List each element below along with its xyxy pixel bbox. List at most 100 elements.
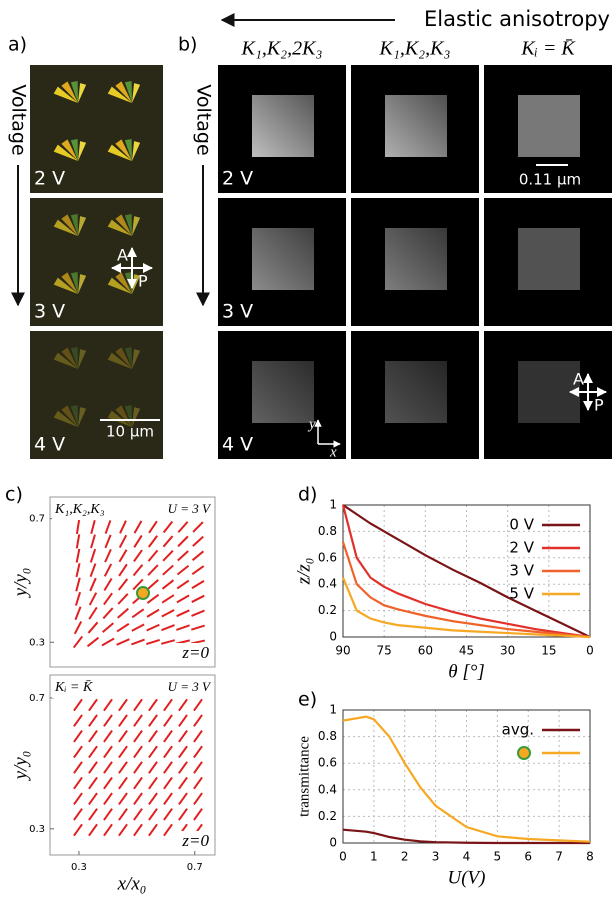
director xyxy=(193,714,203,727)
column-header: K₁,K₂,K₃ xyxy=(379,38,451,60)
texture-fan xyxy=(115,81,132,103)
series-line xyxy=(342,715,591,843)
panel-label: c) xyxy=(5,484,23,506)
director xyxy=(103,592,113,606)
director xyxy=(73,714,83,727)
director xyxy=(131,623,145,632)
director xyxy=(178,714,188,727)
y-tick-label: 0.4 xyxy=(318,577,337,591)
texture-fan xyxy=(107,219,132,236)
y-tick-label: 0.6 xyxy=(318,550,337,564)
texture-fan xyxy=(70,214,78,236)
texture-fan xyxy=(70,405,78,427)
director xyxy=(162,535,174,548)
director xyxy=(88,592,98,606)
director xyxy=(133,520,143,534)
y-tick-label: 0.7 xyxy=(29,693,45,704)
director xyxy=(74,591,82,606)
texture-fan xyxy=(53,352,78,369)
director xyxy=(73,823,83,837)
column-header: Kᵢ = K̄ xyxy=(520,38,576,60)
director xyxy=(162,520,174,534)
director xyxy=(177,550,189,562)
voltage-label: U = 3 V xyxy=(168,679,212,694)
x-axis-label: x/x₀ xyxy=(117,873,147,894)
y-axis-label: transmittance xyxy=(296,736,312,817)
director xyxy=(148,776,158,790)
director xyxy=(118,808,128,821)
x-tick-label: 7 xyxy=(555,850,563,864)
director xyxy=(193,698,203,712)
y-tick-label: 0.6 xyxy=(318,756,337,770)
director xyxy=(190,639,206,645)
plot-frame xyxy=(49,674,216,856)
texture-fan xyxy=(61,347,78,369)
director xyxy=(73,808,83,821)
director xyxy=(118,714,128,727)
x-tick-label: 0.3 xyxy=(71,862,87,873)
texture-fan xyxy=(132,349,141,369)
director xyxy=(147,564,159,576)
voltage-row-label: 2 V xyxy=(34,168,65,190)
director xyxy=(176,564,190,576)
plot-frame xyxy=(49,496,216,668)
director xyxy=(133,698,143,712)
director xyxy=(119,520,127,534)
texture-fan xyxy=(78,407,87,427)
director xyxy=(133,745,143,759)
director xyxy=(148,808,158,821)
legend-label: 2 V xyxy=(509,539,534,557)
director xyxy=(160,639,176,645)
texture-fan xyxy=(78,349,87,369)
director xyxy=(88,745,98,759)
y-tick-label: 0.8 xyxy=(318,524,337,538)
texture-fan xyxy=(107,410,132,427)
y-tick-label: 1 xyxy=(329,703,337,717)
director xyxy=(193,792,203,806)
director xyxy=(89,577,97,592)
director xyxy=(191,624,205,631)
director xyxy=(86,636,100,648)
director xyxy=(118,792,128,806)
voltage-label: Voltage xyxy=(193,84,215,155)
director xyxy=(191,579,205,590)
texture-fan xyxy=(132,141,141,161)
director xyxy=(133,729,143,743)
series-line xyxy=(341,504,591,639)
director xyxy=(103,698,113,712)
director xyxy=(161,579,175,590)
director xyxy=(73,776,83,790)
x-tick-label: 1 xyxy=(370,850,378,864)
x-tick-label: 60 xyxy=(418,644,433,658)
director xyxy=(103,792,113,806)
legend-label: avg. xyxy=(502,721,534,739)
texture-fan xyxy=(53,144,78,161)
director xyxy=(89,563,97,578)
director xyxy=(193,729,203,743)
director xyxy=(75,534,81,549)
director xyxy=(177,521,189,533)
director xyxy=(147,549,159,562)
x-tick-label: 90 xyxy=(335,644,350,658)
legend-label: 3 V xyxy=(509,562,534,580)
director xyxy=(163,745,173,759)
arrow-label: Elastic anisotropy xyxy=(424,7,610,31)
director xyxy=(133,714,143,727)
scale-bar-label: 0.11 μm xyxy=(519,171,581,189)
director xyxy=(116,638,130,646)
director xyxy=(133,823,143,837)
director xyxy=(118,698,128,712)
texture-fan xyxy=(124,139,132,161)
y-tick-label: 0.3 xyxy=(29,824,45,835)
director-square xyxy=(385,361,447,423)
y-tick-label: 0.8 xyxy=(318,729,337,743)
polarizer-label: P xyxy=(594,396,604,415)
y-tick-label: 0.7 xyxy=(29,514,45,525)
x-tick-label: 45 xyxy=(459,644,474,658)
director xyxy=(193,745,203,759)
director xyxy=(178,761,188,774)
x-tick-label: 15 xyxy=(541,644,556,658)
director xyxy=(163,823,173,837)
texture-fan xyxy=(107,352,132,369)
